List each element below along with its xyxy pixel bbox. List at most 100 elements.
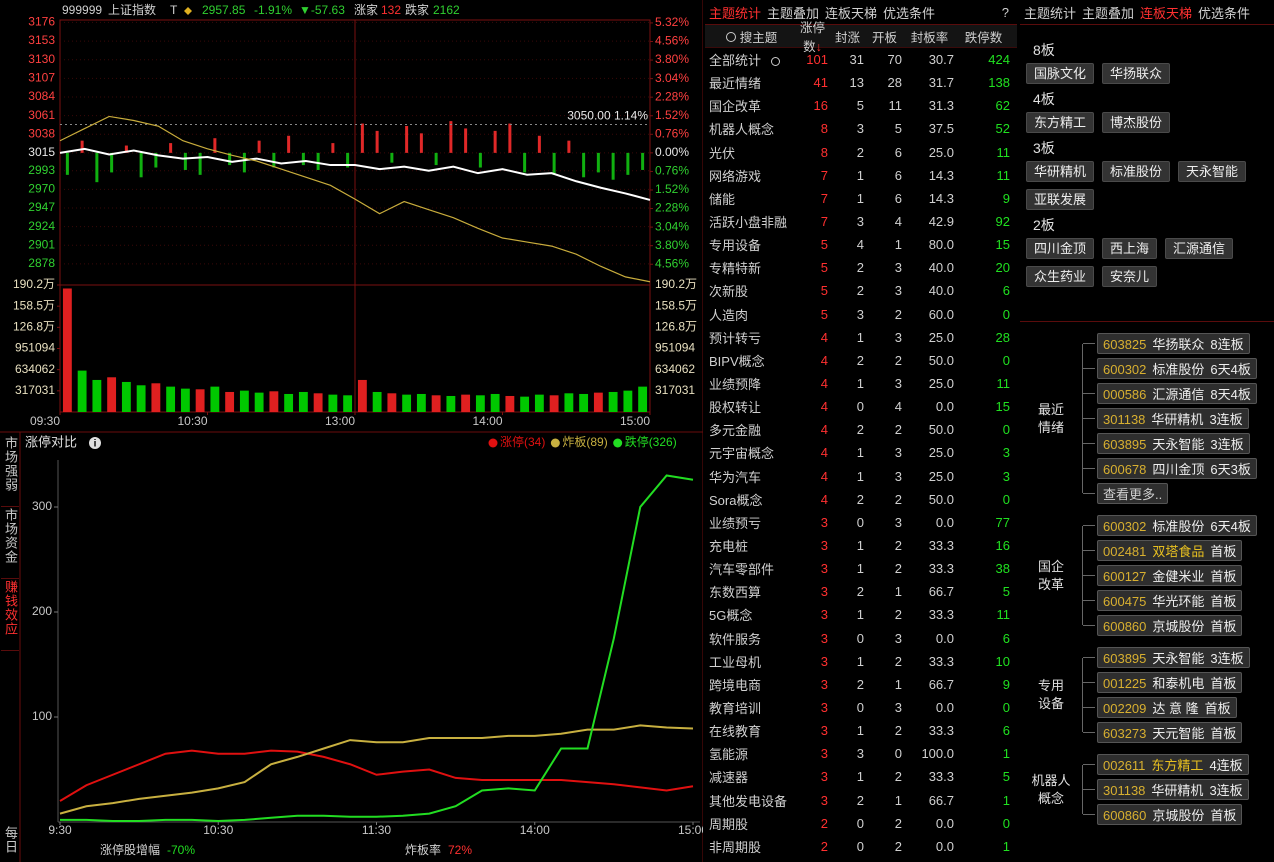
volume-bar [534,394,544,412]
table-row[interactable]: Sora概念 4 2 2 50.0 0 [705,488,1017,511]
table-row[interactable]: 元宇宙概念 4 1 3 25.0 3 [705,441,1017,464]
stock-item[interactable]: 600302 标准股份 6天4板 [1097,358,1257,379]
column-header[interactable]: 搜主题 [705,27,797,46]
help[interactable]: ? [1001,4,1009,20]
y2-tick-label: 3.80% [655,52,689,66]
table-row[interactable]: 软件服务 3 0 3 0.0 6 [705,627,1017,650]
side-tab[interactable]: 赚钱效应 [1,580,19,651]
table-row[interactable]: 网络游戏 7 1 6 14.3 11 [705,164,1017,187]
table-row[interactable]: 多元金融 4 2 2 50.0 0 [705,418,1017,441]
stock-row: 002481 双塔食品 首板 [1083,540,1257,561]
option-icon[interactable] [771,57,781,67]
table-row[interactable]: 全部统计 101 31 70 30.7 424 [705,48,1017,71]
stock-item[interactable]: 603825 华扬联众 8连板 [1097,333,1250,354]
cell: 3 [894,700,902,715]
table-row[interactable]: 活跃小盘非融 7 3 4 42.9 92 [705,210,1017,233]
stock-item[interactable]: 600860 京城股份 首板 [1097,804,1243,825]
table-row[interactable]: 光伏 8 2 6 25.0 11 [705,141,1017,164]
stock-button[interactable]: 安奈儿 [1102,266,1158,287]
info-icon[interactable] [89,437,101,449]
stock-button[interactable]: 西上海 [1102,238,1158,259]
stock-button[interactable]: 亚联发展 [1026,189,1095,210]
column-header[interactable]: 封涨 [831,27,867,46]
table-row[interactable]: 其他发电设备 3 2 1 66.7 1 [705,789,1017,812]
y2-tick-label: 2.28% [655,201,689,215]
column-header[interactable]: 封板率 [905,27,957,46]
column-header[interactable]: 开板 [867,27,905,46]
stock-button[interactable]: 博杰股份 [1102,112,1171,133]
table-row[interactable]: BIPV概念 4 2 2 50.0 0 [705,349,1017,372]
tab[interactable]: 主题叠加 [767,5,820,21]
search-icon[interactable] [725,31,736,42]
tab[interactable]: 主题统计 [1024,5,1077,21]
column-header[interactable]: 跌停数 [957,27,1013,46]
stock-button[interactable]: 汇源通信 [1165,238,1234,259]
table-row[interactable]: 预计转亏 4 1 3 25.0 28 [705,326,1017,349]
table-row[interactable]: 充电桩 3 1 2 33.3 16 [705,534,1017,557]
tab[interactable]: 优选条件 [1198,5,1251,21]
table-row[interactable]: 业绩预降 4 1 3 25.0 11 [705,372,1017,395]
stock-item[interactable]: 600860 京城股份 首板 [1097,615,1243,636]
cell: 11 [996,167,1011,183]
table-row[interactable]: 专精特新 5 2 3 40.0 20 [705,256,1017,279]
stock-item[interactable]: 002209 达 意 隆首板 [1097,697,1237,718]
stock-button[interactable]: 东方精工 [1026,112,1095,133]
stock-button[interactable]: 华研精机 [1026,161,1095,182]
breadth-bar [567,140,571,153]
tab[interactable]: 连板天梯 [1140,5,1193,21]
stock-item[interactable]: 002611 东方精工 4连板 [1097,754,1249,775]
breadth-bar [523,152,527,173]
table-row[interactable]: 储能 7 1 6 14.3 9 [705,187,1017,210]
stock-item[interactable]: 600475 华光环能 首板 [1097,590,1243,611]
table-row[interactable]: 业绩预亏 3 0 3 0.0 77 [705,511,1017,534]
stock-item[interactable]: 301138 华研精机 3连板 [1097,779,1249,800]
stock-button[interactable]: 华扬联众 [1102,63,1171,84]
stock-item[interactable]: 603273 天元智能 首板 [1097,722,1243,743]
table-row[interactable]: 减速器 3 1 2 33.3 5 [705,765,1017,788]
stock-item[interactable]: 600302 标准股份 6天4板 [1097,515,1257,536]
table-row[interactable]: 华为汽车 4 1 3 25.0 3 [705,465,1017,488]
stock-item[interactable]: 603895 天永智能 3连板 [1097,647,1250,668]
side-tab[interactable]: 市场强弱 [1,436,19,507]
tab[interactable]: 主题叠加 [1082,5,1135,21]
table-row[interactable]: 机器人概念 8 3 5 37.5 52 [705,117,1017,140]
stock-item[interactable]: 600678 四川金顶 6天3板 [1097,458,1257,479]
tab[interactable]: 连板天梯 [825,5,878,21]
stock-button[interactable]: 国脉文化 [1026,63,1095,84]
table-row[interactable]: 教育培训 3 0 3 0.0 0 [705,696,1017,719]
stock-item[interactable]: 001225 和泰机电 首板 [1097,672,1243,693]
cell: 储能 [709,191,736,207]
table-row[interactable]: 氢能源 3 3 0 100.0 1 [705,742,1017,765]
table-row[interactable]: 人造肉 5 3 2 60.0 0 [705,303,1017,326]
table-row[interactable]: 跨境电商 3 2 1 66.7 9 [705,673,1017,696]
stock-item[interactable]: 603895 天永智能 3连板 [1097,433,1250,454]
table-row[interactable]: 东数西算 3 2 1 66.7 5 [705,580,1017,603]
stock-item[interactable]: 000586 汇源通信 8天4板 [1097,383,1257,404]
stock-button[interactable]: 众生药业 [1026,266,1095,287]
table-row[interactable]: 在线教育 3 1 2 33.3 6 [705,719,1017,742]
table-row[interactable]: 国企改革 16 5 11 31.3 62 [705,94,1017,117]
table-row[interactable]: 最近情绪 41 13 28 31.7 138 [705,71,1017,94]
table-row[interactable]: 汽车零部件 3 1 2 33.3 38 [705,557,1017,580]
side-tab[interactable]: 市场资金 [1,508,19,579]
table-row[interactable]: 专用设备 5 4 1 80.0 15 [705,233,1017,256]
column-header[interactable]: 涨停数↓ [797,17,831,55]
stock-button[interactable]: 标准股份 [1102,161,1171,182]
stock-item[interactable]: 301138 华研精机 3连板 [1097,408,1249,429]
stock-item[interactable]: 002481 双塔食品 首板 [1097,540,1243,561]
stock-item[interactable]: 600127 金健米业 首板 [1097,565,1243,586]
table-row[interactable]: 5G概念 3 1 2 33.3 11 [705,603,1017,626]
table-row[interactable]: 工业母机 3 1 2 33.3 10 [705,650,1017,673]
side-tab[interactable]: 每日 [3,826,18,854]
legend-marker [550,438,560,448]
table-row[interactable]: 股权转让 4 0 4 0.0 15 [705,395,1017,418]
table-row[interactable]: 周期股 2 0 2 0.0 0 [705,812,1017,835]
stock-button[interactable]: 四川金顶 [1026,238,1095,259]
table-row[interactable]: 次新股 5 2 3 40.0 6 [705,279,1017,302]
stock-row: 600127 金健米业 首板 [1083,565,1257,586]
tab[interactable]: 优选条件 [883,5,936,21]
table-row[interactable]: 非周期股 2 0 2 0.0 1 [705,835,1017,858]
more-button[interactable]: 查看更多.. [1097,483,1169,504]
tab[interactable]: 主题统计 [709,5,762,21]
stock-button[interactable]: 天永智能 [1178,161,1247,182]
